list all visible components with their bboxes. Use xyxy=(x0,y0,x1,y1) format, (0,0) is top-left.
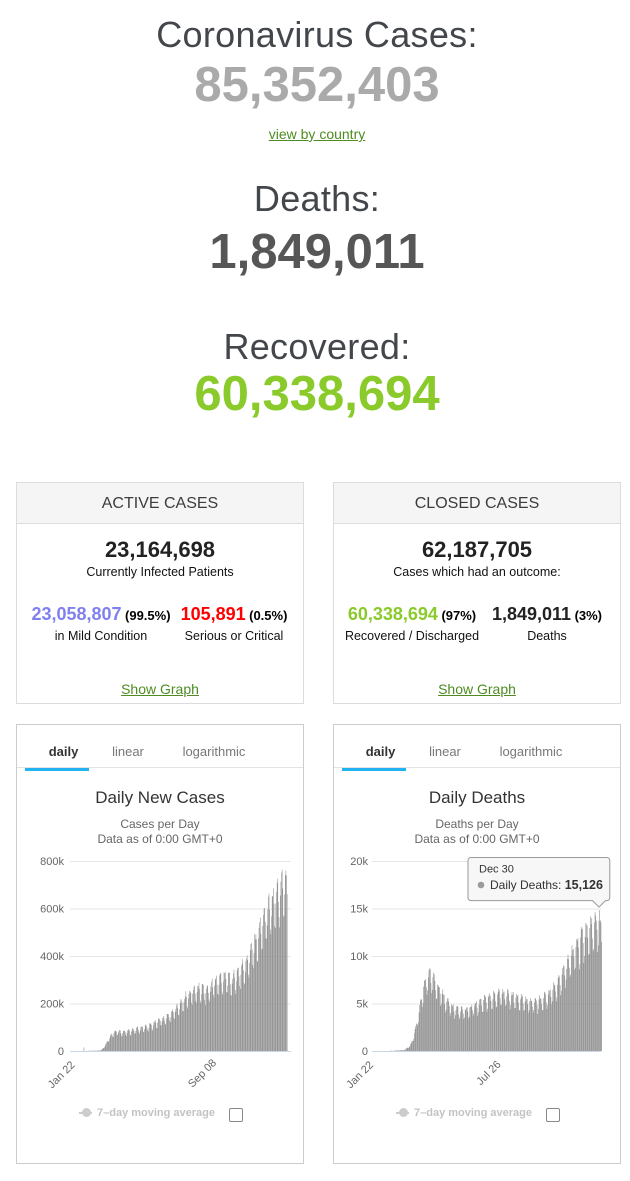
svg-text:Sep 08: Sep 08 xyxy=(186,1057,219,1090)
svg-text:0: 0 xyxy=(58,1046,64,1058)
svg-text:Jan 22: Jan 22 xyxy=(46,1059,78,1091)
svg-text:20k: 20k xyxy=(350,856,368,868)
svg-text:200k: 200k xyxy=(40,999,64,1011)
svg-text:Jul 26: Jul 26 xyxy=(474,1059,503,1088)
svg-text:400k: 400k xyxy=(40,951,64,963)
svg-text:15k: 15k xyxy=(350,904,368,916)
svg-text:600k: 600k xyxy=(40,904,64,916)
svg-text:Daily Deaths: 15,126: Daily Deaths: 15,126 xyxy=(490,878,603,892)
svg-text:Jan 22: Jan 22 xyxy=(344,1059,376,1091)
svg-text:10k: 10k xyxy=(350,951,368,963)
svg-text:800k: 800k xyxy=(40,856,64,868)
svg-text:5k: 5k xyxy=(356,999,368,1011)
svg-text:0: 0 xyxy=(362,1046,368,1058)
svg-text:Dec 30: Dec 30 xyxy=(479,864,514,876)
